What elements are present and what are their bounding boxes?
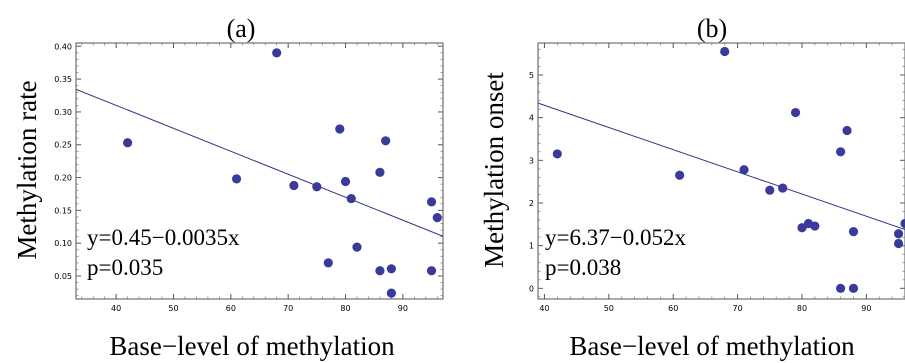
- data-point: [426, 197, 437, 207]
- data-point: [426, 266, 437, 276]
- chart-panel-a: 40 50 60 70 80 90 0.05 0.10 0.15 0.20 0.25 0.30 0.35…: [12, 14, 444, 361]
- data-point: [836, 147, 846, 157]
- x-tick-label: 60: [226, 304, 236, 313]
- data-point: [323, 258, 333, 268]
- regression-line: [538, 102, 905, 231]
- data-point: [346, 193, 356, 204]
- y-tick-label: 0: [529, 284, 534, 293]
- data-point: [381, 136, 391, 146]
- y-tick-label: 0.30: [54, 108, 72, 117]
- x-tick-label: 80: [340, 304, 350, 313]
- data-point: [231, 174, 242, 184]
- data-point: [900, 218, 905, 229]
- x-axis-title: Base−level of methylation: [569, 331, 855, 361]
- data-point: [848, 283, 859, 293]
- data-point: [765, 185, 775, 195]
- data-point: [375, 167, 385, 177]
- fit-equation: y=6.37−0.052x: [545, 225, 686, 250]
- data-point: [675, 170, 685, 180]
- x-tick-label: 90: [861, 304, 871, 313]
- data-point: [778, 183, 788, 193]
- y-tick-label: 0.05: [54, 272, 72, 281]
- regression-line: [76, 88, 443, 237]
- x-tick-label: 50: [604, 304, 614, 313]
- x-tick-label: 70: [283, 304, 293, 313]
- data-point: [386, 288, 396, 298]
- y-tick-label: 3: [529, 156, 534, 165]
- y-axis-title: Methylation onset: [479, 72, 509, 268]
- data-point: [893, 229, 904, 239]
- x-axis-title: Base−level of methylation: [109, 331, 395, 361]
- y-tick-label: 2: [529, 199, 534, 208]
- y-tick-label: 1: [529, 242, 534, 251]
- data-point: [375, 266, 385, 276]
- y-tick-label: 0.10: [54, 239, 72, 248]
- x-tick-label: 80: [797, 304, 807, 313]
- x-tick-label: 50: [168, 304, 178, 313]
- x-tick-label: 70: [733, 304, 743, 313]
- data-point: [312, 182, 322, 192]
- data-point: [842, 125, 852, 136]
- x-tick-label: 60: [668, 304, 678, 313]
- data-point: [720, 46, 730, 57]
- y-axis-title: Methylation rate: [12, 80, 42, 259]
- data-point: [848, 226, 859, 237]
- data-point: [739, 165, 749, 175]
- x-tick-label: 40: [111, 304, 121, 313]
- fit-equation: y=0.45−0.0035x: [87, 225, 240, 250]
- y-tick-label: 0.25: [54, 141, 72, 150]
- y-tick-label: 0.40: [54, 42, 72, 51]
- data-point: [340, 176, 351, 187]
- y-tick-label: 0.20: [54, 174, 72, 183]
- data-point: [352, 242, 362, 252]
- y-tick-label: 0.15: [54, 206, 72, 215]
- y-tick-label: 0.35: [54, 75, 72, 84]
- p-value: p=0.035: [87, 255, 163, 280]
- data-point: [272, 48, 282, 58]
- data-point: [335, 124, 345, 134]
- data-point: [552, 149, 562, 159]
- plot-frame: [537, 42, 905, 300]
- data-point: [289, 180, 299, 191]
- panel-label: (b): [697, 14, 727, 43]
- x-tick-label: 90: [398, 304, 408, 313]
- chart-panel-b: 40 50 60 70 80 90 0 1 2 3 4 5 y=6.37−0.052x p=0.038 (b…: [479, 14, 905, 361]
- y-tick-label: 4: [529, 114, 534, 123]
- data-point: [432, 213, 442, 223]
- data-point: [123, 138, 133, 148]
- p-value: p=0.038: [545, 255, 621, 280]
- data-point: [810, 221, 820, 231]
- panel-label: (a): [227, 14, 256, 43]
- data-point: [836, 283, 846, 293]
- data-point: [893, 238, 904, 249]
- y-tick-label: 5: [529, 71, 534, 80]
- x-tick-label: 40: [539, 304, 549, 313]
- data-point: [386, 264, 396, 274]
- data-point: [790, 107, 801, 118]
